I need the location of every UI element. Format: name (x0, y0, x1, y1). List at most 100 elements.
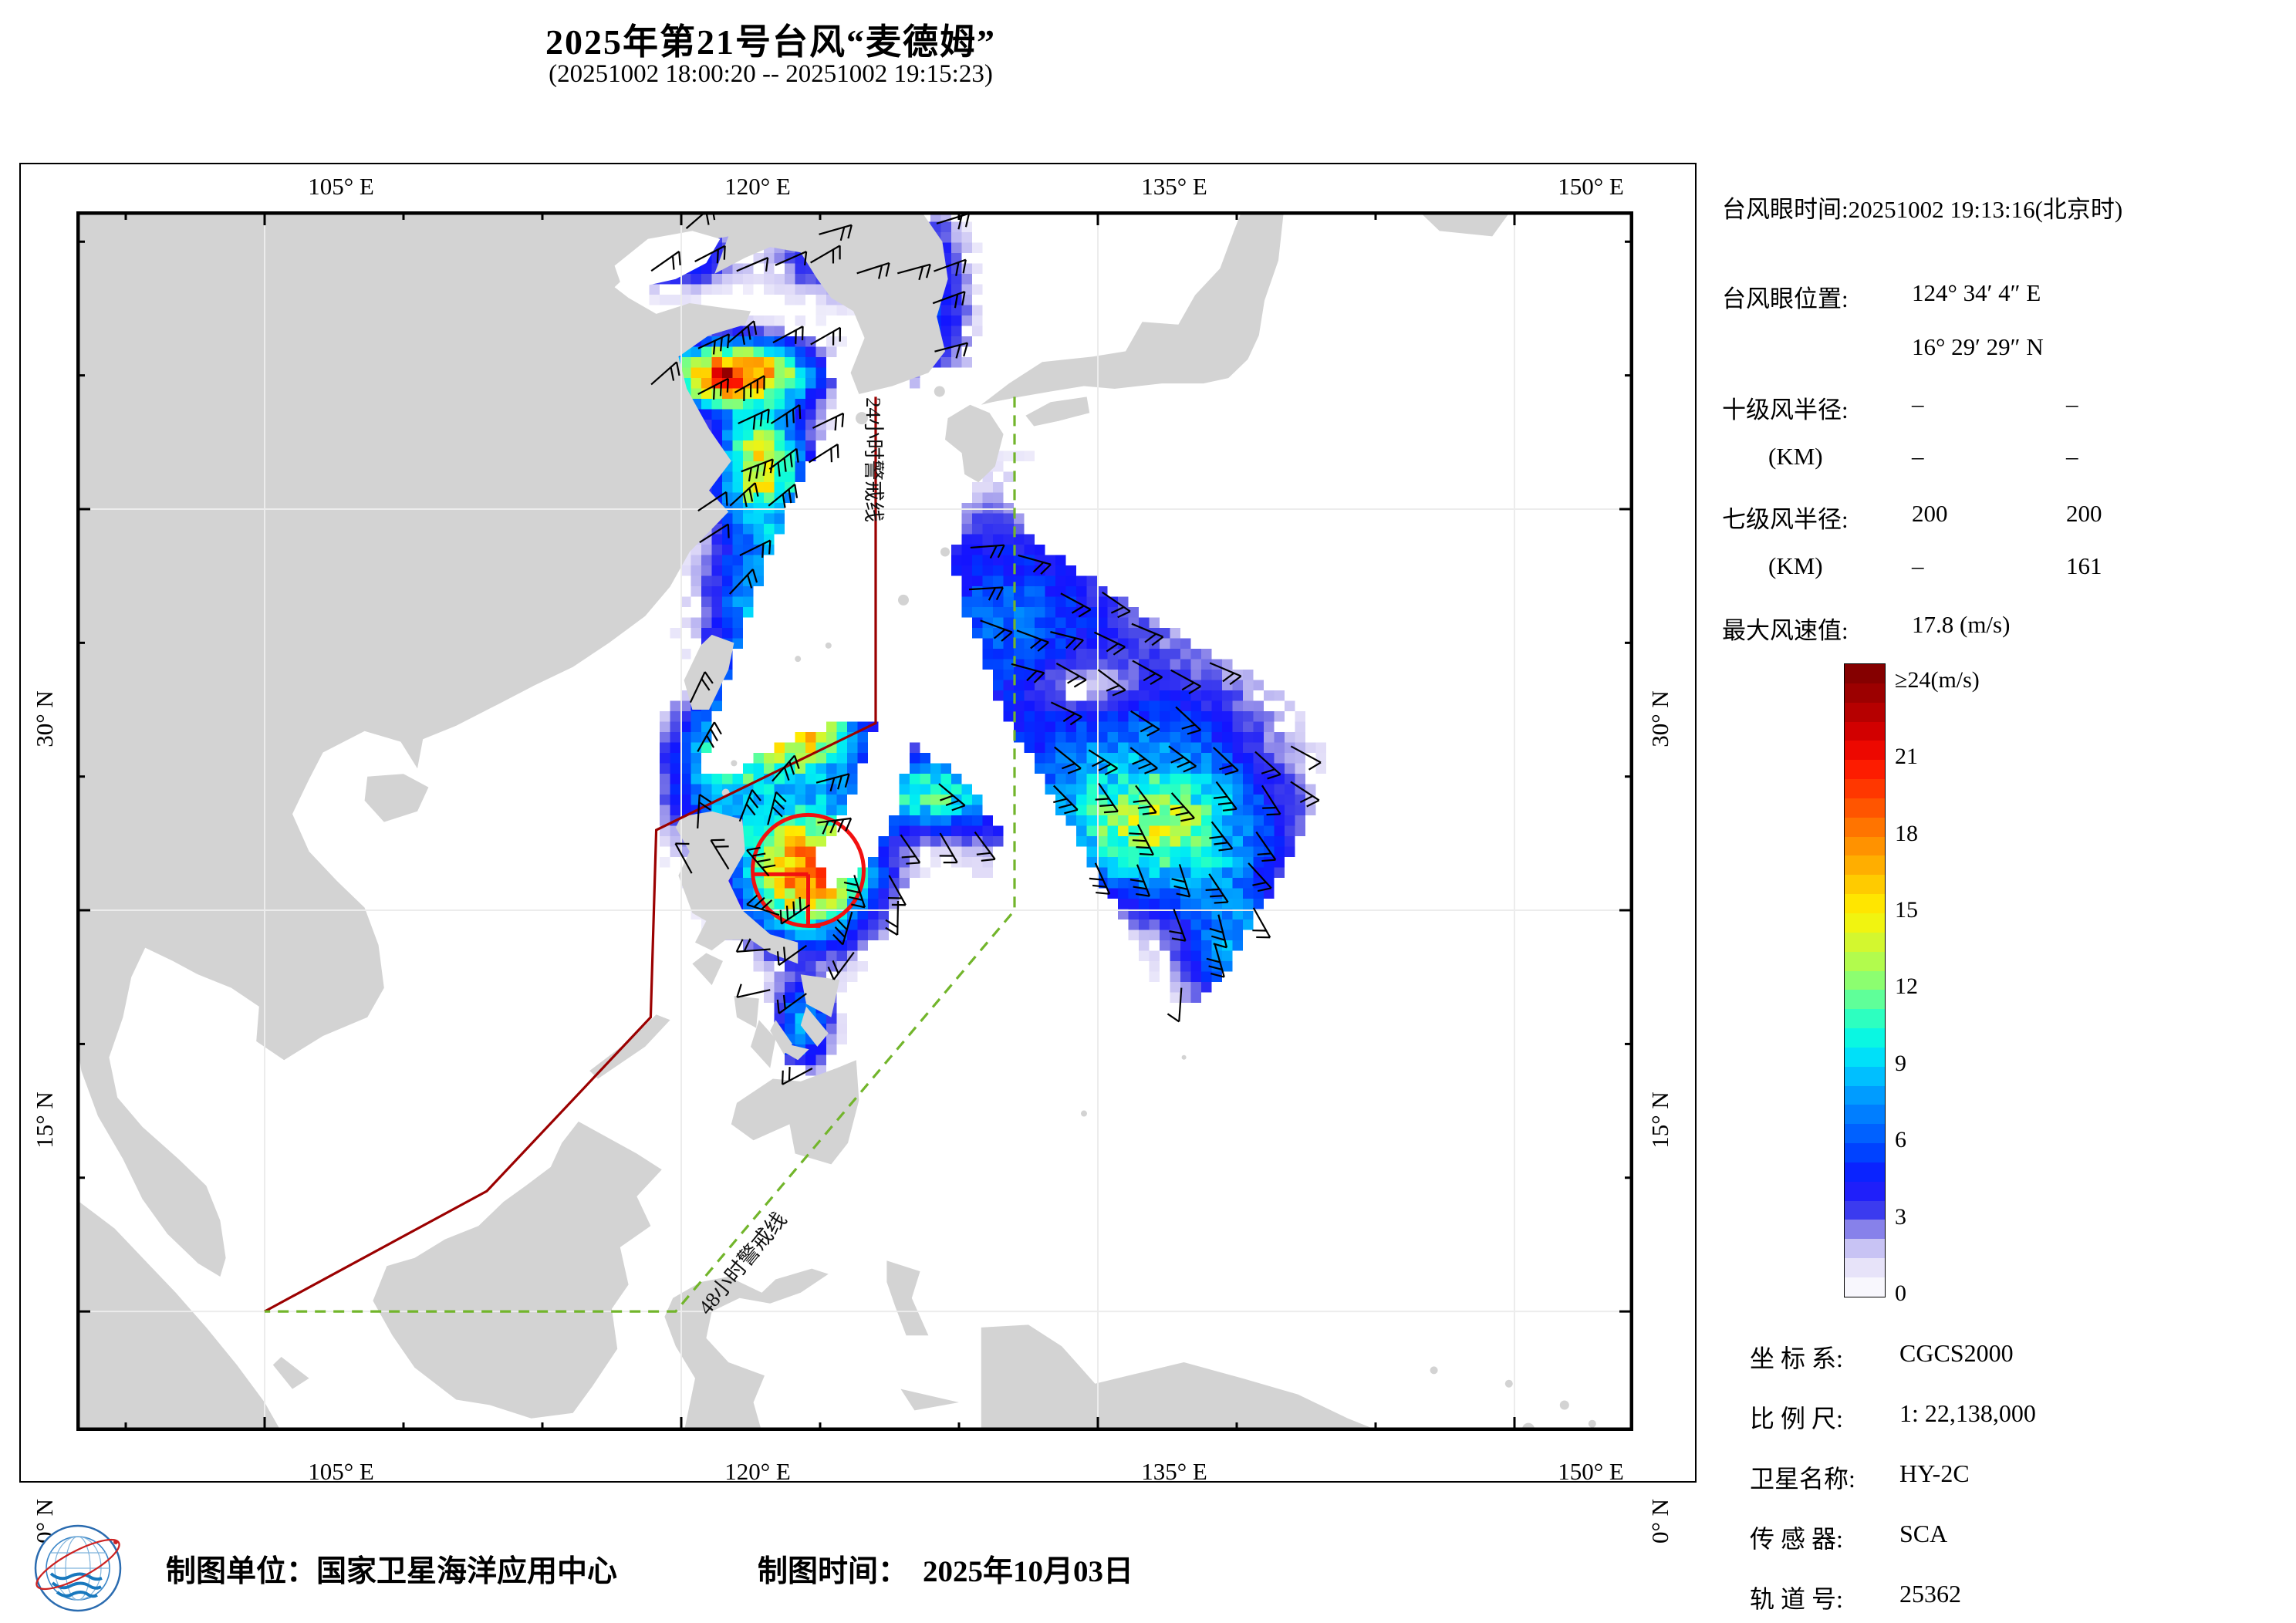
colorbar-band (1845, 1143, 1885, 1162)
colorbar-band (1845, 1162, 1885, 1182)
colorbar-tick-18: 18 (1895, 820, 1918, 846)
lon-label-bottom-135: 135° E (1141, 1458, 1207, 1485)
colorbar-band (1845, 836, 1885, 856)
colorbar-band (1845, 798, 1885, 818)
colorbar-band (1845, 1239, 1885, 1259)
colorbar (1844, 663, 1886, 1297)
h24-warning-line (264, 396, 877, 1313)
r10-value-1: – (1912, 390, 1924, 417)
meta-label-4: 轨 道 号: (1750, 1585, 1843, 1613)
frame-ticks (76, 211, 1633, 1431)
colorbar-band (1845, 990, 1885, 1010)
colorbar-band (1845, 1200, 1885, 1220)
h48-warning-line (265, 396, 1016, 1313)
colorbar-band (1845, 683, 1885, 703)
lon-label-top-120: 120° E (724, 173, 791, 200)
colorbar-band (1845, 1085, 1885, 1105)
colorbar-band (1845, 951, 1885, 971)
colorbar-tick-6: 6 (1895, 1127, 1906, 1153)
meta-value-1: 1: 22,138,000 (1899, 1399, 2036, 1427)
eye-position-lat: 16° 29′ 29″ N (1912, 333, 2044, 360)
colorbar-band (1845, 913, 1885, 933)
meta-label-0: 坐 标 系: (1750, 1345, 1843, 1372)
lat-label-right-15: 15° N (1646, 1092, 1673, 1149)
meta-value-3: SCA (1899, 1520, 1948, 1547)
footer-time-value: 2025年10月03日 (923, 1555, 1134, 1588)
r7-value-4: 161 (2066, 552, 2102, 579)
r7-value-2: 200 (2066, 500, 2102, 527)
meta-value-0: CGCS2000 (1899, 1339, 2014, 1367)
r10-unit: (KM) (1768, 443, 1823, 470)
colorbar-band (1845, 970, 1885, 990)
map-outer-border (19, 163, 1697, 1483)
colorbar-band (1845, 1277, 1885, 1297)
colorbar-band (1845, 702, 1885, 722)
colorbar-band (1845, 721, 1885, 741)
agency-logo (34, 1524, 122, 1612)
colorbar-band (1845, 1220, 1885, 1240)
h24-warning-label: 24小时警戒线 (862, 397, 885, 522)
lon-label-bottom-150: 150° E (1558, 1458, 1624, 1485)
colorbar-band (1845, 1124, 1885, 1144)
r7-label: 七级风半径: (1722, 506, 1849, 533)
land-masses (76, 211, 1596, 1431)
colorbar-band (1845, 1258, 1885, 1277)
colorbar-band (1845, 1009, 1885, 1029)
meta-label-1: 比 例 尺: (1750, 1405, 1843, 1432)
meta-value-4: 25362 (1899, 1580, 1961, 1608)
colorbar-band (1845, 1066, 1885, 1086)
lon-label-top-150: 150° E (1558, 173, 1624, 200)
meta-label-3: 传 感 器: (1750, 1525, 1843, 1553)
colorbar-band (1845, 932, 1885, 952)
vmax-value: 17.8 (m/s) (1912, 611, 2011, 638)
r10-value-3: – (1912, 443, 1924, 470)
colorbar-band (1845, 741, 1885, 761)
footer-time-label: 制图时间： (758, 1555, 909, 1588)
colorbar-band (1845, 1028, 1885, 1048)
r7-unit: (KM) (1768, 552, 1823, 579)
r7-value-3: – (1912, 552, 1924, 579)
page-subtitle: (20251002 18:00:20 -- 20251002 19:15:23) (549, 60, 993, 88)
colorbar-tick-21: 21 (1895, 744, 1918, 770)
colorbar-band (1845, 1047, 1885, 1067)
colorbar-band (1845, 1181, 1885, 1201)
lat-label-left-15: 15° N (31, 1092, 58, 1149)
colorbar-tick-3: 3 (1895, 1203, 1906, 1230)
r7-value-1: 200 (1912, 500, 1948, 527)
eye-position-lon: 124° 34′ 4″ E (1912, 279, 2041, 306)
colorbar-band (1845, 1105, 1885, 1125)
colorbar-tick-15: 15 (1895, 897, 1918, 923)
r10-value-4: – (2066, 443, 2078, 470)
page-title: 2025年第21号台风“麦德姆” (545, 22, 996, 62)
colorbar-band (1845, 664, 1885, 683)
colorbar-band (1845, 855, 1885, 876)
colorbar-band (1845, 875, 1885, 895)
r10-label: 十级风半径: (1722, 396, 1849, 423)
colorbar-tick-0: 0 (1895, 1281, 1906, 1306)
lon-label-bottom-120: 120° E (724, 1458, 791, 1485)
colorbar-tick-12: 12 (1895, 973, 1918, 1000)
colorbar-band (1845, 760, 1885, 780)
colorbar-max-label: ≥24(m/s) (1895, 666, 1980, 693)
lat-label-right-30: 30° N (1646, 690, 1673, 747)
vmax-label: 最大风速值: (1722, 617, 1849, 644)
r10-value-2: – (2066, 390, 2078, 417)
colorbar-band (1845, 894, 1885, 913)
colorbar-band (1845, 779, 1885, 798)
eye-position-label: 台风眼位置: (1722, 285, 1849, 312)
typhoon-symbol (751, 812, 866, 928)
eye-time-text: 台风眼时间:20251002 19:13:16(北京时) (1722, 196, 2123, 223)
footer-unit-text: 制图单位：国家卫星海洋应用中心 (166, 1555, 618, 1588)
meta-value-2: HY-2C (1899, 1459, 1970, 1487)
wind-barbs (650, 211, 1322, 1085)
lat-label-right-0: 0° N (1646, 1499, 1673, 1544)
colorbar-band (1845, 817, 1885, 837)
lon-label-top-135: 135° E (1141, 173, 1207, 200)
lon-label-top-105: 105° E (308, 173, 374, 200)
colorbar-tick-9: 9 (1895, 1050, 1906, 1076)
meta-label-2: 卫星名称: (1750, 1465, 1855, 1493)
lat-label-left-30: 30° N (31, 690, 58, 747)
lon-label-bottom-105: 105° E (308, 1458, 374, 1485)
